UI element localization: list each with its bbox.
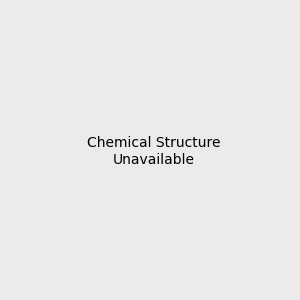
Text: Chemical Structure
Unavailable: Chemical Structure Unavailable	[87, 136, 220, 166]
